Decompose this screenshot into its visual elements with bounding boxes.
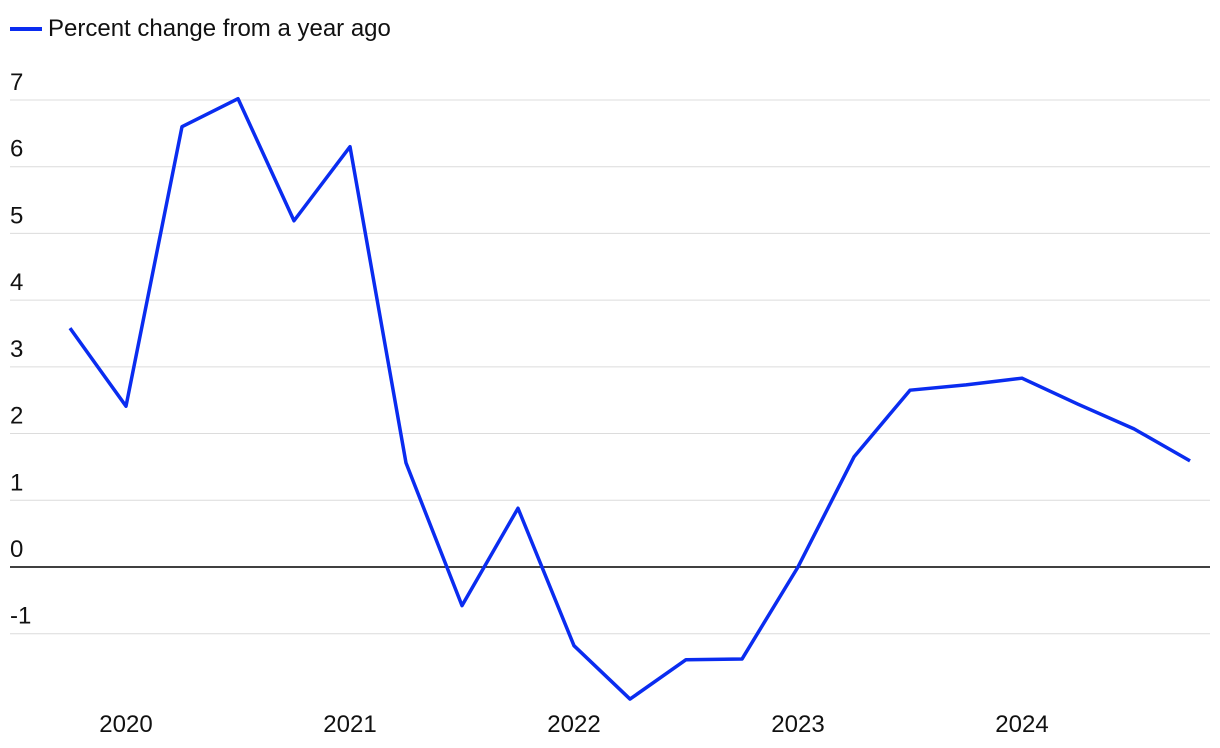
- y-tick-label: 7: [10, 69, 23, 96]
- x-tick-label: 2024: [995, 711, 1048, 738]
- data-line: [68, 96, 1191, 701]
- x-tick-label: 2023: [771, 711, 824, 738]
- y-tick-label: 0: [10, 536, 23, 563]
- y-tick-label: 2: [10, 403, 23, 430]
- x-tick-label: 2021: [323, 711, 376, 738]
- legend-label: Percent change from a year ago: [48, 15, 391, 42]
- y-tick-label: -1: [10, 603, 31, 630]
- y-tick-label: 5: [10, 202, 23, 229]
- y-tick-label: 1: [10, 469, 23, 496]
- x-tick-label: 2022: [547, 711, 600, 738]
- x-tick-label: 2020: [99, 711, 152, 738]
- y-tick-label: 6: [10, 136, 23, 163]
- y-tick-label: 3: [10, 336, 23, 363]
- y-tick-label: 4: [10, 269, 23, 296]
